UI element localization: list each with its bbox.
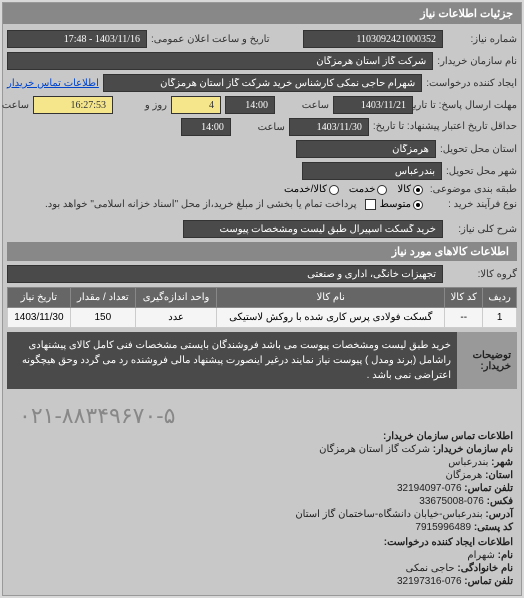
announce-label: تاریخ و ساعت اعلان عمومی:	[151, 34, 270, 45]
classification-label: طبقه بندی موضوعی:	[427, 184, 517, 195]
contact-phone-value: 076-32194097	[397, 483, 462, 494]
deadline-remain-suffix: ساعت باقی مانده	[0, 100, 29, 111]
province-label: استان محل تحویل:	[440, 144, 517, 155]
need-title-input	[183, 220, 443, 238]
radio-dot-icon	[413, 200, 423, 210]
org-label: نام سازمان خریدار:	[433, 444, 513, 455]
deadline-date	[333, 96, 413, 114]
goods-section-title: اطلاعات کالاهای مورد نیاز	[7, 242, 517, 261]
buyer-name-input	[7, 52, 433, 70]
deadline-remain-label: روز و	[117, 100, 167, 111]
validity-time-label: ساعت	[235, 122, 285, 133]
radio-service[interactable]: خدمت	[349, 184, 388, 195]
need-number-input	[303, 30, 443, 48]
deadline-time-label: ساعت	[279, 100, 329, 111]
process-type-label: نوع فرآیند خرید :	[427, 199, 517, 210]
deadline-time	[225, 96, 275, 114]
contact-postal-label: کد پستی:	[474, 522, 513, 533]
city-label: شهر محل تحویل:	[446, 166, 517, 177]
contact-fax-label: فکس:	[487, 496, 513, 507]
contact-phone-label: تلفن تماس:	[464, 483, 513, 494]
validity-date	[289, 118, 369, 136]
org-value: شرکت گاز استان هرمزگان	[319, 444, 430, 455]
classification-radio-group: کالا خدمت کالا/خدمت	[284, 184, 423, 195]
contact-province-label: استان:	[485, 470, 513, 481]
col-row: ردیف	[483, 288, 517, 308]
deadline-label: مهلت ارسال پاسخ: تا تاریخ:	[417, 100, 517, 111]
contact-section-title: اطلاعات تماس سازمان خریدار:	[383, 431, 513, 442]
radio-dot-icon	[329, 185, 339, 195]
contact-fax-value: 076-33675008	[419, 496, 484, 507]
contact-link[interactable]: اطلاعات تماس خریدار	[7, 78, 99, 89]
contact-province-value: هرمزگان	[445, 470, 482, 481]
col-name: نام کالا	[217, 288, 445, 308]
col-code: کد کالا	[445, 288, 483, 308]
radio-dot-icon	[377, 185, 387, 195]
city-input	[302, 162, 442, 180]
validity-time	[181, 118, 231, 136]
requester-section-title: اطلاعات ایجاد کننده درخواست:	[384, 537, 513, 548]
panel-header: جزئیات اطلاعات نیاز	[3, 3, 521, 24]
requester-input	[103, 74, 422, 92]
contact-city-label: شهر:	[491, 457, 513, 468]
req-fname-value: شهرام	[467, 550, 494, 561]
contact-postal-value: 7915996489	[415, 522, 471, 533]
col-date: تاریخ نیاز	[8, 288, 71, 308]
radio-dot-icon	[413, 185, 423, 195]
contact-address-label: آدرس:	[485, 509, 513, 520]
col-unit: واحد اندازه‌گیری	[135, 288, 216, 308]
validity-label: حداقل تاریخ اعتبار پیشنهاد: تا تاریخ:	[373, 121, 517, 133]
deadline-days	[171, 96, 221, 114]
announce-input	[7, 30, 147, 48]
treasury-checkbox[interactable]	[365, 199, 376, 210]
requester-label: ایجاد کننده درخواست:	[426, 78, 517, 89]
contact-address-value: بندرعباس-خیابان دانشگاه-ساختمان گاز استا…	[295, 509, 482, 520]
need-title-label: شرح کلی نیاز:	[447, 224, 517, 235]
deadline-remain-time	[33, 96, 113, 114]
description-text: خرید طبق لیست ومشخصات پیوست می باشد فروش…	[7, 332, 457, 389]
province-input	[296, 140, 436, 158]
buyer-name-label: نام سازمان خریدار:	[437, 56, 517, 67]
contact-city-value: بندرعباس	[448, 457, 488, 468]
col-qty: تعداد / مقدار	[70, 288, 135, 308]
process-note: پرداخت تمام یا بخشی از مبلغ خرید،از محل …	[45, 199, 361, 210]
req-fname-label: نام:	[498, 550, 513, 561]
table-row: 1 -- گسکت فولادی پرس کاری شده با روکش لا…	[8, 308, 517, 328]
req-lname-value: حاجی نمکی	[406, 563, 455, 574]
req-phone-value: 076-32197316	[397, 576, 462, 587]
radio-medium[interactable]: متوسط	[380, 199, 423, 210]
phone-watermark: ۰۲۱-۸۸۳۴۹۶۷۰-۵	[11, 401, 513, 431]
need-number-label: شماره نیاز:	[447, 34, 517, 45]
req-lname-label: نام خانوادگی:	[457, 563, 513, 574]
radio-goods[interactable]: کالا	[397, 184, 423, 195]
req-phone-label: تلفن تماس:	[464, 576, 513, 587]
description-label: توضیحات خریدار:	[457, 332, 517, 389]
radio-both[interactable]: کالا/خدمت	[284, 184, 339, 195]
goods-group-input	[7, 265, 443, 283]
goods-table: ردیف کد کالا نام کالا واحد اندازه‌گیری ت…	[7, 287, 517, 328]
goods-group-label: گروه کالا:	[447, 269, 517, 280]
